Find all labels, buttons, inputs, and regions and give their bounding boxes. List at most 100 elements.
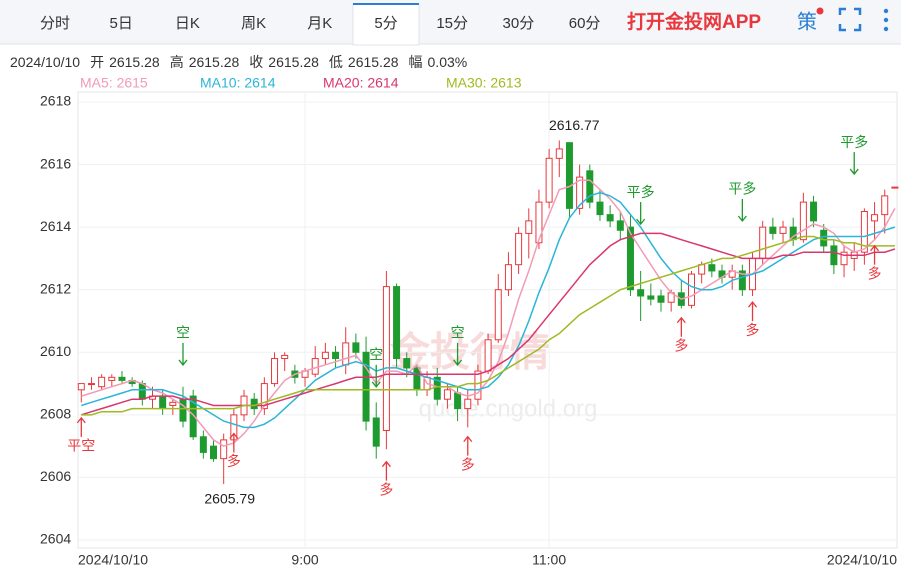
signal: 空 xyxy=(369,347,383,388)
signal-label: 多 xyxy=(379,481,393,497)
signal-label: 空 xyxy=(451,325,465,341)
signal: 多 xyxy=(674,316,688,353)
signal-label: 多 xyxy=(868,265,882,281)
toolbar xyxy=(0,0,901,44)
candle-body xyxy=(637,289,645,297)
signal: 平多 xyxy=(728,181,756,223)
candle-body xyxy=(535,201,543,244)
candle-body xyxy=(586,170,594,203)
tab[interactable]: 分时 xyxy=(40,15,70,32)
candle-body xyxy=(759,226,767,259)
tab[interactable]: 日K xyxy=(175,15,200,32)
candle-body xyxy=(769,226,777,234)
candle-body xyxy=(474,370,482,400)
x-tick-label: 2024/10/10 xyxy=(78,552,148,568)
signal: 空 xyxy=(176,325,190,366)
candle-body xyxy=(626,226,634,291)
candle-body xyxy=(840,251,848,266)
candle-body xyxy=(159,395,167,410)
y-tick-label: 2618 xyxy=(40,93,71,109)
plot-frame xyxy=(77,91,898,549)
signal: 空 xyxy=(451,325,465,366)
signal-arrow xyxy=(381,460,391,481)
tab[interactable]: 30分 xyxy=(503,15,535,32)
candle-body xyxy=(260,383,268,410)
signal: 多 xyxy=(379,460,393,497)
signal-arrow xyxy=(453,342,463,366)
signal-arrow xyxy=(463,435,473,456)
candle-body xyxy=(352,342,360,353)
candle-body xyxy=(87,383,95,386)
signal-arrow xyxy=(636,202,646,226)
candle-body xyxy=(565,142,573,209)
strategy-button[interactable]: 策 xyxy=(797,10,817,33)
signal-arrow xyxy=(178,342,188,366)
candle-body xyxy=(525,220,533,234)
active-tab xyxy=(352,3,420,46)
extreme-label: 2605.79 xyxy=(204,491,255,507)
legend-entry: MA10: 2614 xyxy=(200,75,276,91)
candle-body xyxy=(688,273,695,306)
y-tick-label: 2604 xyxy=(40,531,71,547)
x-tick-label: 11:00 xyxy=(532,552,566,568)
candle-body xyxy=(393,286,401,360)
signal-arrow xyxy=(737,199,747,223)
signal-arrow xyxy=(748,301,758,322)
signal-label: 多 xyxy=(461,456,475,472)
candle-body xyxy=(545,157,553,203)
candle-body xyxy=(606,214,614,222)
fullscreen-icon[interactable] xyxy=(838,7,862,32)
signal: 多 xyxy=(868,244,882,281)
candle-body xyxy=(494,289,502,341)
tab[interactable]: 5日 xyxy=(110,15,133,32)
signal: 多 xyxy=(461,435,475,472)
candle-body xyxy=(647,295,655,300)
y-tick-label: 2614 xyxy=(40,218,71,234)
y-tick-label: 2610 xyxy=(40,343,71,359)
legend-entry: MA5: 2615 xyxy=(80,75,148,91)
signal-arrow xyxy=(849,152,859,176)
candle-body xyxy=(616,220,624,231)
candle-body xyxy=(515,232,523,266)
candle-body xyxy=(810,201,818,222)
signal-label: 平多 xyxy=(840,134,868,150)
candle-body xyxy=(281,354,289,360)
candle-body xyxy=(342,342,350,366)
signal-label: 平多 xyxy=(627,184,655,200)
candle-body xyxy=(413,367,421,391)
candle-body xyxy=(372,417,380,447)
signal-label: 多 xyxy=(227,453,241,469)
tab[interactable]: 15分 xyxy=(436,15,468,32)
candle-body xyxy=(454,392,462,410)
tab[interactable]: 5分 xyxy=(374,15,397,32)
signal: 多 xyxy=(227,432,241,469)
info-value: 0.03% xyxy=(428,54,468,70)
candle-body xyxy=(108,376,116,381)
candle-body xyxy=(576,176,584,209)
candle-body xyxy=(169,401,177,406)
candle-body xyxy=(871,214,879,222)
candle-body xyxy=(321,351,329,360)
info-label: 低 xyxy=(329,54,343,70)
tab[interactable]: 月K xyxy=(307,15,332,32)
menu-icon[interactable] xyxy=(883,8,889,32)
candle-body xyxy=(77,383,85,391)
candle-body xyxy=(881,195,889,216)
signal-label: 空 xyxy=(369,347,383,363)
signal: 多 xyxy=(746,301,760,338)
candle-body xyxy=(250,398,258,410)
tab[interactable]: 60分 xyxy=(569,15,601,32)
promo[interactable]: 打开金投网APP xyxy=(627,10,761,33)
ma-line xyxy=(81,191,896,429)
signal-arrow xyxy=(676,316,686,337)
tab[interactable]: 周K xyxy=(241,15,266,32)
candle-body xyxy=(799,201,807,241)
candle-body xyxy=(555,148,563,159)
candle-body xyxy=(443,389,451,400)
candle-body xyxy=(596,201,604,216)
info-line: 2024/10/10 开 2615.28 高 2615.28 收 2615.28 低 2615.… xyxy=(10,54,467,70)
candle-body xyxy=(332,351,340,360)
info-label: 开 xyxy=(90,54,104,70)
legend-entry: MA20: 2614 xyxy=(323,75,399,91)
